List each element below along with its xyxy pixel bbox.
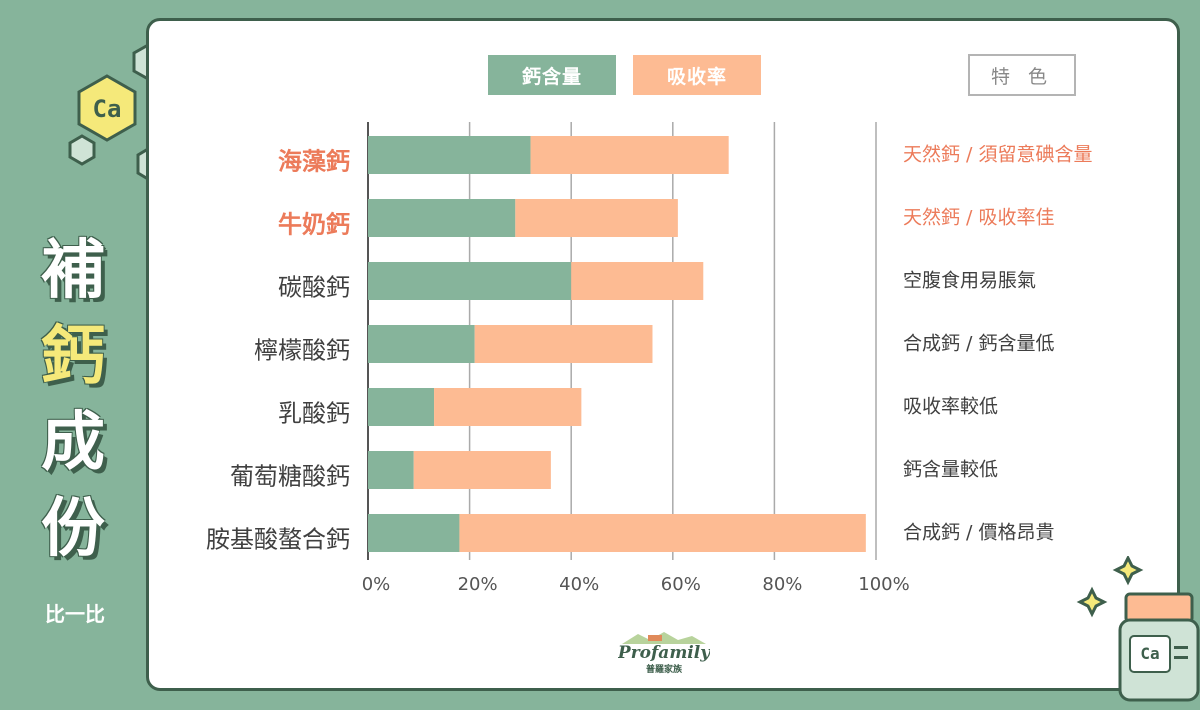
bar-calcium-content: [368, 514, 460, 552]
bar-calcium-content: [368, 199, 516, 237]
bar-calcium-content: [368, 136, 531, 174]
bar-absorption-rate: [530, 136, 729, 174]
feature-label: 鈣含量較低: [903, 458, 999, 481]
bar-calcium-content: [368, 388, 435, 426]
title-char: 成: [41, 406, 105, 480]
feature-label: 合成鈣 / 鈣含量低: [903, 332, 1055, 355]
logo-script-text: Profamily: [618, 643, 710, 663]
feature-label: 天然鈣 / 吸收率佳: [903, 206, 1055, 229]
title-char: 份: [41, 492, 105, 566]
x-tick-label: 0%: [361, 574, 391, 595]
chart-card: [146, 18, 1180, 691]
feature-label: 空腹食用易脹氣: [903, 269, 1037, 292]
bar-absorption-rate: [474, 325, 653, 363]
calcium-jar-icon: Ca: [1076, 556, 1200, 702]
legend-calcium: 鈣含量: [488, 55, 616, 95]
logo-sub-text: 普羅家族: [646, 663, 683, 675]
bar-absorption-rate: [515, 199, 678, 237]
category-label: 海藻鈣: [278, 147, 350, 176]
bar-calcium-content: [368, 325, 475, 363]
x-tick-label: 60%: [660, 574, 701, 595]
page-title: 補 鈣 成 份: [18, 228, 128, 572]
bar-absorption-rate: [434, 388, 582, 426]
x-tick-label: 40%: [559, 574, 600, 595]
x-tick-label: 100%: [858, 574, 910, 595]
title-char-highlight: 鈣: [41, 320, 105, 394]
category-label: 碳酸鈣: [278, 273, 350, 302]
legend-absorption: 吸收率: [633, 55, 761, 95]
title-char: 補: [41, 234, 105, 308]
x-tick-label: 80%: [762, 574, 803, 595]
category-label: 乳酸鈣: [278, 399, 350, 428]
x-tick-label: 20%: [457, 574, 498, 595]
feature-label: 吸收率較低: [903, 395, 999, 418]
category-label: 葡萄糖酸鈣: [230, 462, 350, 491]
category-label: 檸檬酸鈣: [254, 336, 350, 365]
feature-label: 天然鈣 / 須留意碘含量: [903, 143, 1093, 166]
element-badge: Ca: [93, 95, 122, 123]
bar-calcium-content: [368, 451, 414, 489]
page-subtitle: 比一比: [45, 602, 105, 626]
feature-label: 合成鈣 / 價格昂貴: [903, 521, 1055, 544]
category-label: 牛奶鈣: [278, 210, 350, 239]
jar-label: Ca: [1140, 644, 1159, 663]
bar-calcium-content: [368, 262, 572, 300]
category-label: 胺基酸螯合鈣: [206, 525, 350, 554]
bar-absorption-rate: [413, 451, 551, 489]
bar-absorption-rate: [571, 262, 704, 300]
feature-column-header: 特 色: [968, 54, 1076, 96]
profamily-logo: Profamily 普羅家族: [618, 632, 710, 675]
bar-absorption-rate: [459, 514, 866, 552]
